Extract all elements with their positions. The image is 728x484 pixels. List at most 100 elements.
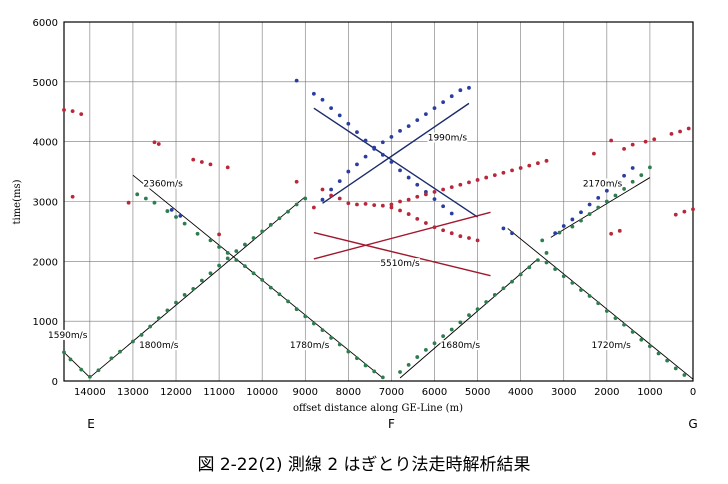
- data-point: [458, 234, 463, 239]
- data-point: [380, 203, 385, 208]
- data-point: [406, 362, 411, 367]
- data-point: [389, 134, 394, 139]
- velocity-label: 1780m/s: [290, 341, 330, 351]
- data-point: [346, 349, 351, 354]
- data-point: [604, 188, 609, 193]
- data-point: [441, 187, 446, 192]
- data-point: [398, 128, 402, 133]
- data-point: [217, 263, 221, 268]
- data-point: [234, 249, 239, 254]
- data-point: [449, 185, 454, 190]
- data-point: [398, 370, 402, 374]
- data-point: [152, 200, 157, 205]
- data-point: [199, 160, 204, 164]
- data-point: [294, 307, 299, 312]
- data-point: [484, 175, 489, 180]
- x-tick-label: 9000: [293, 387, 318, 398]
- data-point: [62, 108, 66, 112]
- data-point: [449, 231, 454, 236]
- data-point: [544, 260, 549, 265]
- data-point: [225, 251, 230, 255]
- data-point: [143, 196, 148, 201]
- y-tick-label: 6000: [33, 18, 58, 29]
- data-point: [70, 194, 75, 199]
- data-point: [217, 232, 221, 237]
- data-point: [678, 129, 682, 134]
- velocity-label-bg: [440, 340, 481, 351]
- data-point: [579, 218, 583, 223]
- data-point: [329, 106, 334, 111]
- x-tick-label: 2000: [594, 387, 619, 398]
- data-point: [346, 201, 351, 206]
- velocity-label: 2360m/s: [143, 180, 183, 190]
- x-tick-label: 4000: [508, 387, 533, 398]
- data-point: [570, 280, 575, 285]
- velocity-label: 2170m/s: [583, 180, 623, 190]
- data-point: [467, 85, 471, 90]
- y-tick-label: 2000: [33, 257, 58, 268]
- data-point: [596, 205, 601, 210]
- velocity-label: 5510m/s: [380, 259, 420, 269]
- data-point: [673, 212, 678, 217]
- chart-grid: [64, 22, 693, 381]
- end-label: G: [688, 417, 697, 431]
- data-point: [613, 316, 618, 321]
- data-point: [604, 199, 609, 204]
- fitted-lines: [63, 102, 694, 380]
- data-point: [423, 112, 428, 117]
- data-point: [415, 118, 420, 123]
- data-point: [587, 212, 592, 216]
- y-tick-label: 3000: [33, 198, 58, 209]
- data-point: [337, 196, 342, 201]
- data-point: [208, 238, 213, 243]
- data-point: [195, 231, 200, 236]
- data-point: [630, 330, 635, 334]
- data-point: [174, 215, 178, 219]
- data-point: [234, 258, 239, 263]
- data-point: [165, 209, 170, 213]
- data-point: [609, 231, 614, 236]
- data-point: [225, 165, 230, 170]
- data-point: [432, 225, 437, 230]
- data-point: [423, 347, 428, 352]
- fit-line: [89, 196, 306, 378]
- fit-line: [507, 228, 694, 380]
- data-point: [536, 161, 540, 166]
- data-point: [501, 286, 506, 291]
- data-point: [592, 151, 596, 156]
- velocity-label-bg: [289, 340, 330, 351]
- data-point: [467, 313, 471, 318]
- data-point: [423, 192, 428, 197]
- data-point: [406, 212, 411, 216]
- fit-line: [322, 102, 470, 204]
- data-point: [622, 146, 626, 151]
- data-point: [346, 121, 351, 126]
- data-point: [415, 194, 420, 199]
- data-point: [363, 154, 368, 159]
- data-point: [553, 231, 558, 236]
- velocity-label-bg: [427, 132, 468, 143]
- x-tick-label: 8000: [336, 387, 361, 398]
- data-point: [630, 166, 635, 170]
- data-point: [561, 224, 566, 228]
- x-tick-label: 7000: [379, 387, 404, 398]
- data-point: [527, 265, 532, 270]
- data-point: [311, 321, 316, 326]
- data-point: [630, 179, 635, 184]
- x-tick-label: 6000: [422, 387, 447, 398]
- data-point: [673, 366, 678, 371]
- data-point: [510, 168, 514, 173]
- data-point: [79, 367, 84, 372]
- data-point: [139, 333, 144, 337]
- data-point: [372, 203, 377, 207]
- data-point: [475, 307, 480, 312]
- data-point: [320, 97, 325, 102]
- data-point: [169, 207, 174, 212]
- x-tick-label: 11000: [203, 387, 235, 398]
- y-axis-label: time(ms): [12, 179, 23, 224]
- data-point: [174, 300, 178, 305]
- data-point: [217, 245, 221, 249]
- velocity-label: 1800m/s: [139, 341, 179, 351]
- fit-line: [550, 177, 651, 238]
- y-tick-label: 5000: [33, 78, 58, 89]
